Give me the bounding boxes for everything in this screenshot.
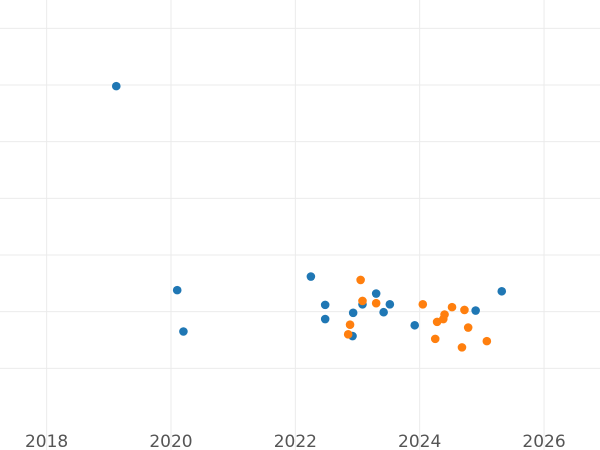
data-point-s2-15 <box>482 336 492 346</box>
data-point-s2-5 <box>371 298 381 308</box>
data-point-s1-2 <box>172 285 182 295</box>
y-gridlines <box>0 27 600 369</box>
data-point-s2-10 <box>440 310 449 319</box>
data-point-s2-14 <box>463 323 473 332</box>
data-point-s2-7 <box>430 334 440 344</box>
data-point-s2-12 <box>457 343 467 352</box>
x-tick-label-2026: 2026 <box>522 432 565 450</box>
x-tick-label-2018: 2018 <box>25 432 68 450</box>
data-point-s1-14 <box>471 306 480 315</box>
data-point-s2-11 <box>447 302 457 312</box>
data-point-s1-15 <box>497 286 507 296</box>
x-axis-tick-labels: 2018 2020 2022 2024 2026 <box>25 432 566 450</box>
data-point-s2-6 <box>418 300 428 309</box>
data-point-s1-10 <box>371 289 381 298</box>
data-point-s2-3 <box>356 275 365 285</box>
data-point-s1-4 <box>306 272 316 281</box>
data-point-s1-6 <box>320 314 330 324</box>
data-point-s2-2 <box>345 320 355 330</box>
x-tick-label-2020: 2020 <box>149 432 192 450</box>
data-point-s1-3 <box>179 327 188 336</box>
data-point-s2-4 <box>358 296 367 306</box>
data-point-s1-5 <box>320 300 330 310</box>
data-point-s1-12 <box>385 300 395 309</box>
x-gridlines <box>46 0 545 450</box>
data-point-s2-1 <box>343 330 353 339</box>
x-tick-label-2024: 2024 <box>398 432 441 450</box>
data-points <box>111 81 507 352</box>
x-tick-label-2022: 2022 <box>274 432 317 450</box>
data-point-s1-11 <box>379 307 388 317</box>
data-point-s2-13 <box>460 305 469 315</box>
data-point-s1-8 <box>348 308 358 318</box>
data-point-s1-13 <box>410 320 420 330</box>
data-point-s1-1 <box>111 81 121 91</box>
